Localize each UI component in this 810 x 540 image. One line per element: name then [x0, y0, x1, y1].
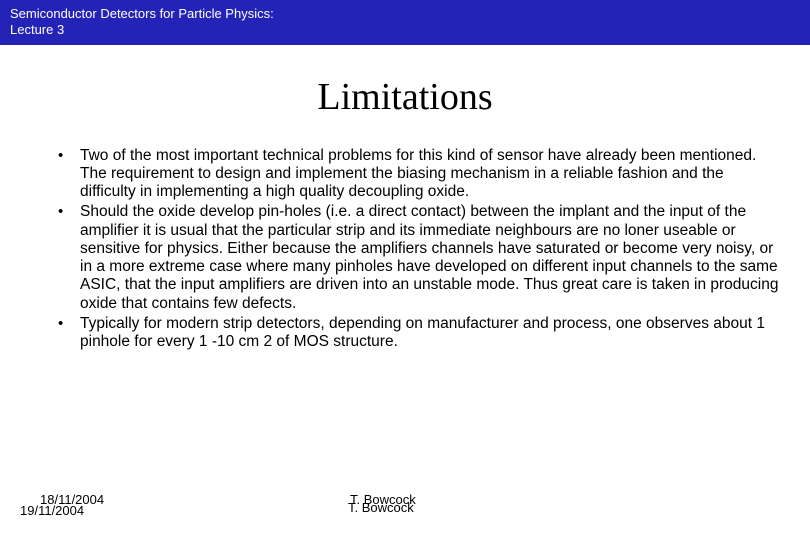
- bullet-list: Two of the most important technical prob…: [50, 147, 780, 352]
- footer-authors: T. Bowcock T. Bowcock: [350, 492, 416, 522]
- footer-author-2: T. Bowcock: [348, 500, 414, 515]
- footer-date-2: 19/11/2004: [20, 503, 84, 518]
- bullet-item: Should the oxide develop pin-holes (i.e.…: [50, 203, 780, 313]
- header-line-2: Lecture 3: [10, 22, 800, 38]
- bullet-item: Typically for modern strip detectors, de…: [50, 315, 780, 352]
- footer-dates: 18/11/2004 19/11/2004: [20, 492, 84, 522]
- bullet-item: Two of the most important technical prob…: [50, 147, 780, 202]
- header-line-1: Semiconductor Detectors for Particle Phy…: [10, 6, 800, 22]
- slide-content: Two of the most important technical prob…: [0, 147, 810, 352]
- slide-title: Limitations: [0, 75, 810, 119]
- header-bar: Semiconductor Detectors for Particle Phy…: [0, 0, 810, 45]
